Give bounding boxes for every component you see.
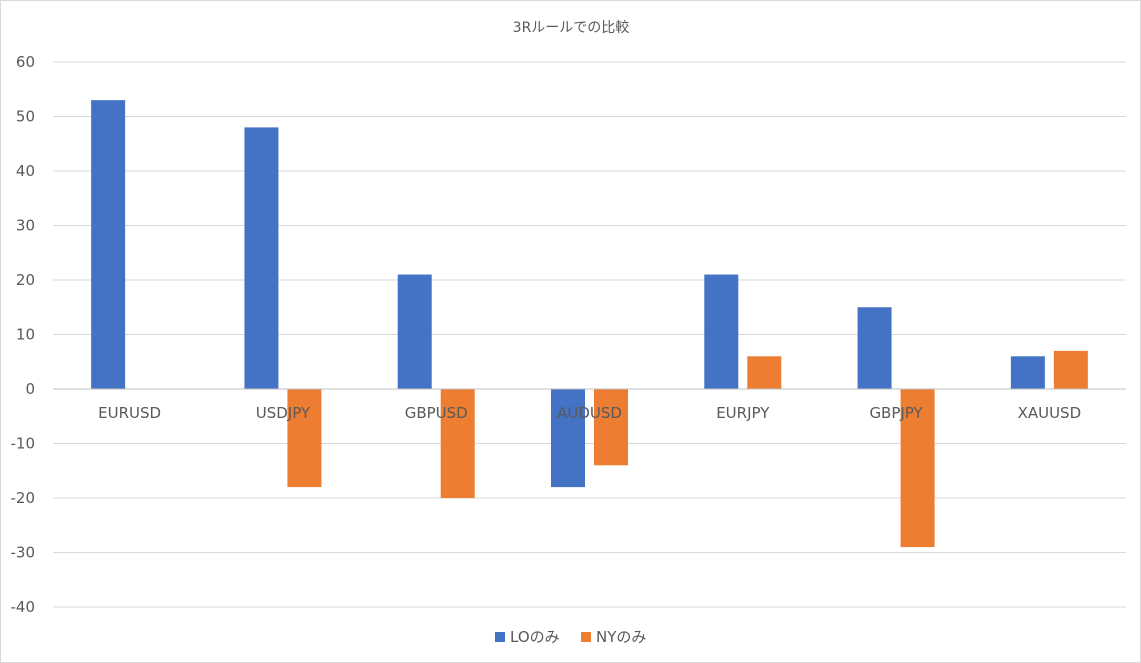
y-tick-label: 10 <box>16 326 35 344</box>
category-label: EURUSD <box>98 404 161 422</box>
bars <box>91 100 1088 548</box>
bar-lo-xauusd <box>1010 356 1045 389</box>
legend-label-lo: LOのみ <box>510 628 560 646</box>
y-tick-label: 60 <box>16 53 35 71</box>
category-label: XAUUSD <box>1018 404 1082 422</box>
category-labels: EURUSD USDJPY GBPUSD AUDUSD EURJPY GBPJPY XAUU… <box>98 404 1081 422</box>
category-label: GBPUSD <box>405 404 468 422</box>
chart-title: 3Rルールでの比較 <box>513 20 630 36</box>
y-tick-label: 0 <box>25 380 35 398</box>
y-tick-label: 20 <box>16 271 35 289</box>
y-axis-tick-labels: 60 50 40 30 20 10 0 -10 -20 -30 -40 <box>11 53 36 616</box>
bar-ny-usdjpy <box>287 389 322 488</box>
y-tick-label: 50 <box>16 108 35 126</box>
bar-lo-eurusd <box>91 100 126 390</box>
category-label: USDJPY <box>256 404 311 422</box>
legend-label-ny: NYのみ <box>596 628 646 646</box>
legend: LOのみ NYのみ <box>495 628 646 646</box>
y-tick-label: -10 <box>11 435 36 453</box>
y-tick-label: -40 <box>11 598 36 616</box>
bar-lo-audusd <box>551 389 585 488</box>
bar-ny-eurjpy <box>747 356 782 389</box>
y-tick-label: 40 <box>16 162 35 180</box>
bar-ny-audusd <box>594 389 628 466</box>
bar-lo-eurjpy <box>704 274 739 389</box>
y-tick-label: -30 <box>11 544 36 562</box>
category-label: AUDUSD <box>557 404 622 422</box>
y-tick-label: -20 <box>11 489 36 507</box>
gridlines <box>53 61 1126 608</box>
bar-ny-gbpjpy <box>900 389 935 548</box>
category-label: GBPJPY <box>869 404 923 422</box>
bar-ny-xauusd <box>1053 350 1088 389</box>
bar-lo-gbpjpy <box>857 307 892 389</box>
y-tick-label: 30 <box>16 217 35 235</box>
bar-ny-gbpusd <box>440 389 475 498</box>
legend-swatch-ny <box>581 632 591 642</box>
bar-lo-gbpusd <box>397 274 432 389</box>
category-label: EURJPY <box>716 404 770 422</box>
legend-swatch-lo <box>495 632 505 642</box>
bar-lo-usdjpy <box>244 127 279 390</box>
